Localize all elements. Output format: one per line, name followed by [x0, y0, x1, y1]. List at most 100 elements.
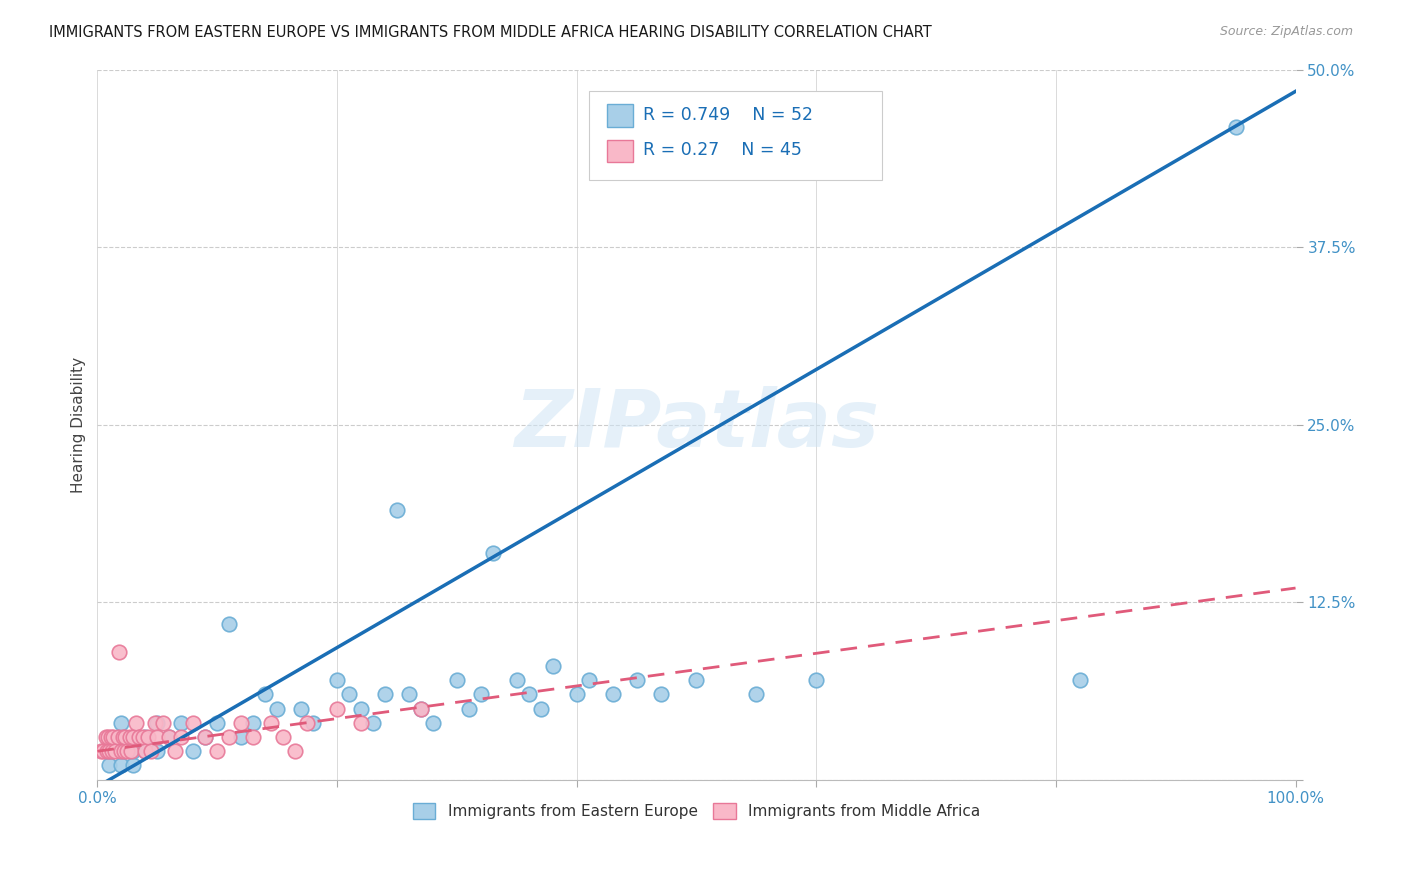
Point [254, 688, 277, 702]
Point [110, 730, 132, 744]
Point [134, 744, 156, 758]
Legend: Immigrants from Eastern Europe, Immigrants from Middle Africa: Immigrants from Eastern Europe, Immigran… [406, 797, 987, 825]
Point [93, 744, 115, 758]
Point [374, 688, 396, 702]
Point [470, 688, 492, 702]
Point [122, 730, 145, 744]
Point [122, 758, 145, 772]
Point [422, 715, 444, 730]
Point [110, 715, 132, 730]
Point [134, 744, 156, 758]
Point [110, 744, 132, 758]
Point [565, 688, 588, 702]
Point [457, 701, 479, 715]
Point [409, 701, 432, 715]
Point [157, 730, 180, 744]
Point [231, 715, 253, 730]
Point [143, 715, 166, 730]
Point [108, 645, 131, 659]
Point [242, 730, 264, 744]
Point [231, 730, 253, 744]
Point [284, 744, 307, 758]
Point [141, 744, 163, 758]
Point [326, 673, 349, 688]
Point [152, 715, 174, 730]
Point [337, 688, 360, 702]
Point [110, 744, 132, 758]
Point [218, 616, 240, 631]
Point [128, 730, 150, 744]
Point [181, 744, 204, 758]
Point [117, 744, 139, 758]
Point [134, 730, 156, 744]
Point [266, 701, 288, 715]
Point [96, 744, 118, 758]
Point [170, 715, 193, 730]
Point [409, 701, 432, 715]
Point [120, 744, 142, 758]
Point [122, 744, 145, 758]
Point [98, 758, 121, 772]
Point [97, 730, 120, 744]
Text: IMMIGRANTS FROM EASTERN EUROPE VS IMMIGRANTS FROM MIDDLE AFRICA HEARING DISABILI: IMMIGRANTS FROM EASTERN EUROPE VS IMMIGR… [49, 25, 932, 40]
Text: Source: ZipAtlas.com: Source: ZipAtlas.com [1219, 25, 1353, 38]
Point [302, 715, 325, 730]
Bar [606, 104, 633, 127]
Point [602, 688, 624, 702]
Point [205, 744, 228, 758]
Point [806, 673, 828, 688]
Point [361, 715, 384, 730]
Point [481, 545, 503, 559]
Point [111, 730, 134, 744]
Point [541, 659, 564, 673]
Point [446, 673, 468, 688]
Y-axis label: Hearing Disability: Hearing Disability [72, 357, 86, 493]
Text: R = 0.27    N = 45: R = 0.27 N = 45 [643, 141, 801, 160]
Point [530, 701, 553, 715]
Point [100, 744, 122, 758]
Point [170, 730, 193, 744]
Point [136, 730, 159, 744]
Point [132, 730, 155, 744]
Point [350, 715, 373, 730]
Text: ZIPatlas: ZIPatlas [515, 386, 879, 464]
Point [146, 744, 169, 758]
Point [98, 744, 121, 758]
Point [101, 730, 124, 744]
Point [260, 715, 283, 730]
Point [157, 730, 180, 744]
Point [626, 673, 648, 688]
Point [506, 673, 529, 688]
Point [205, 715, 228, 730]
Point [1225, 120, 1247, 134]
Point [578, 673, 600, 688]
Point [112, 744, 135, 758]
Point [181, 715, 204, 730]
Point [194, 730, 217, 744]
Point [165, 744, 187, 758]
Point [745, 688, 768, 702]
Point [114, 730, 136, 744]
FancyBboxPatch shape [589, 91, 882, 180]
Point [94, 730, 117, 744]
Point [194, 730, 217, 744]
Point [122, 730, 145, 744]
Point [650, 688, 672, 702]
Point [98, 744, 121, 758]
Point [517, 688, 540, 702]
Point [350, 701, 373, 715]
Point [146, 715, 169, 730]
Point [271, 730, 294, 744]
Point [125, 715, 148, 730]
Point [104, 744, 127, 758]
Point [107, 730, 129, 744]
Point [685, 673, 707, 688]
Bar [606, 139, 633, 162]
Point [118, 730, 141, 744]
Point [110, 758, 132, 772]
Point [146, 730, 169, 744]
Point [385, 503, 408, 517]
Point [398, 688, 420, 702]
Point [326, 701, 349, 715]
Point [295, 715, 318, 730]
